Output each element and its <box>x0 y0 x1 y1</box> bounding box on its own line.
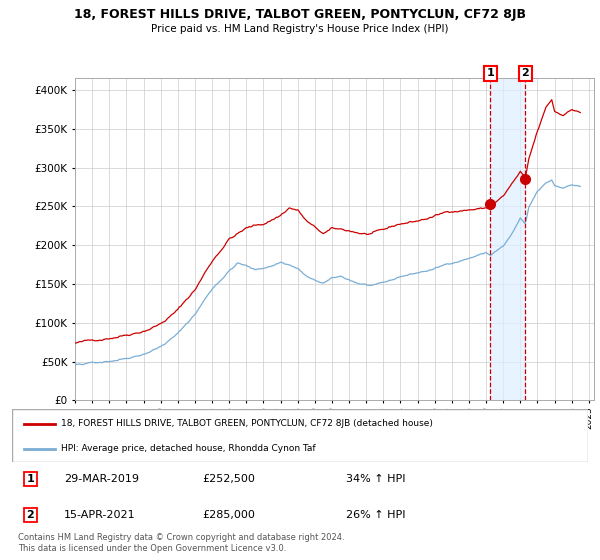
Text: 26% ↑ HPI: 26% ↑ HPI <box>346 510 406 520</box>
FancyBboxPatch shape <box>12 409 588 462</box>
Text: 1: 1 <box>487 68 494 78</box>
Text: Price paid vs. HM Land Registry's House Price Index (HPI): Price paid vs. HM Land Registry's House … <box>151 24 449 34</box>
Text: 2: 2 <box>26 510 34 520</box>
Text: 18, FOREST HILLS DRIVE, TALBOT GREEN, PONTYCLUN, CF72 8JB (detached house): 18, FOREST HILLS DRIVE, TALBOT GREEN, PO… <box>61 419 433 428</box>
Text: £252,500: £252,500 <box>202 474 255 484</box>
Text: 18, FOREST HILLS DRIVE, TALBOT GREEN, PONTYCLUN, CF72 8JB: 18, FOREST HILLS DRIVE, TALBOT GREEN, PO… <box>74 8 526 21</box>
Text: HPI: Average price, detached house, Rhondda Cynon Taf: HPI: Average price, detached house, Rhon… <box>61 444 316 453</box>
Bar <box>490 78 526 400</box>
Text: 2: 2 <box>521 68 529 78</box>
Text: 15-APR-2021: 15-APR-2021 <box>64 510 136 520</box>
Text: 34% ↑ HPI: 34% ↑ HPI <box>346 474 406 484</box>
Text: £285,000: £285,000 <box>202 510 255 520</box>
Text: 29-MAR-2019: 29-MAR-2019 <box>64 474 139 484</box>
Text: 1: 1 <box>26 474 34 484</box>
Text: Contains HM Land Registry data © Crown copyright and database right 2024.
This d: Contains HM Land Registry data © Crown c… <box>18 533 344 553</box>
